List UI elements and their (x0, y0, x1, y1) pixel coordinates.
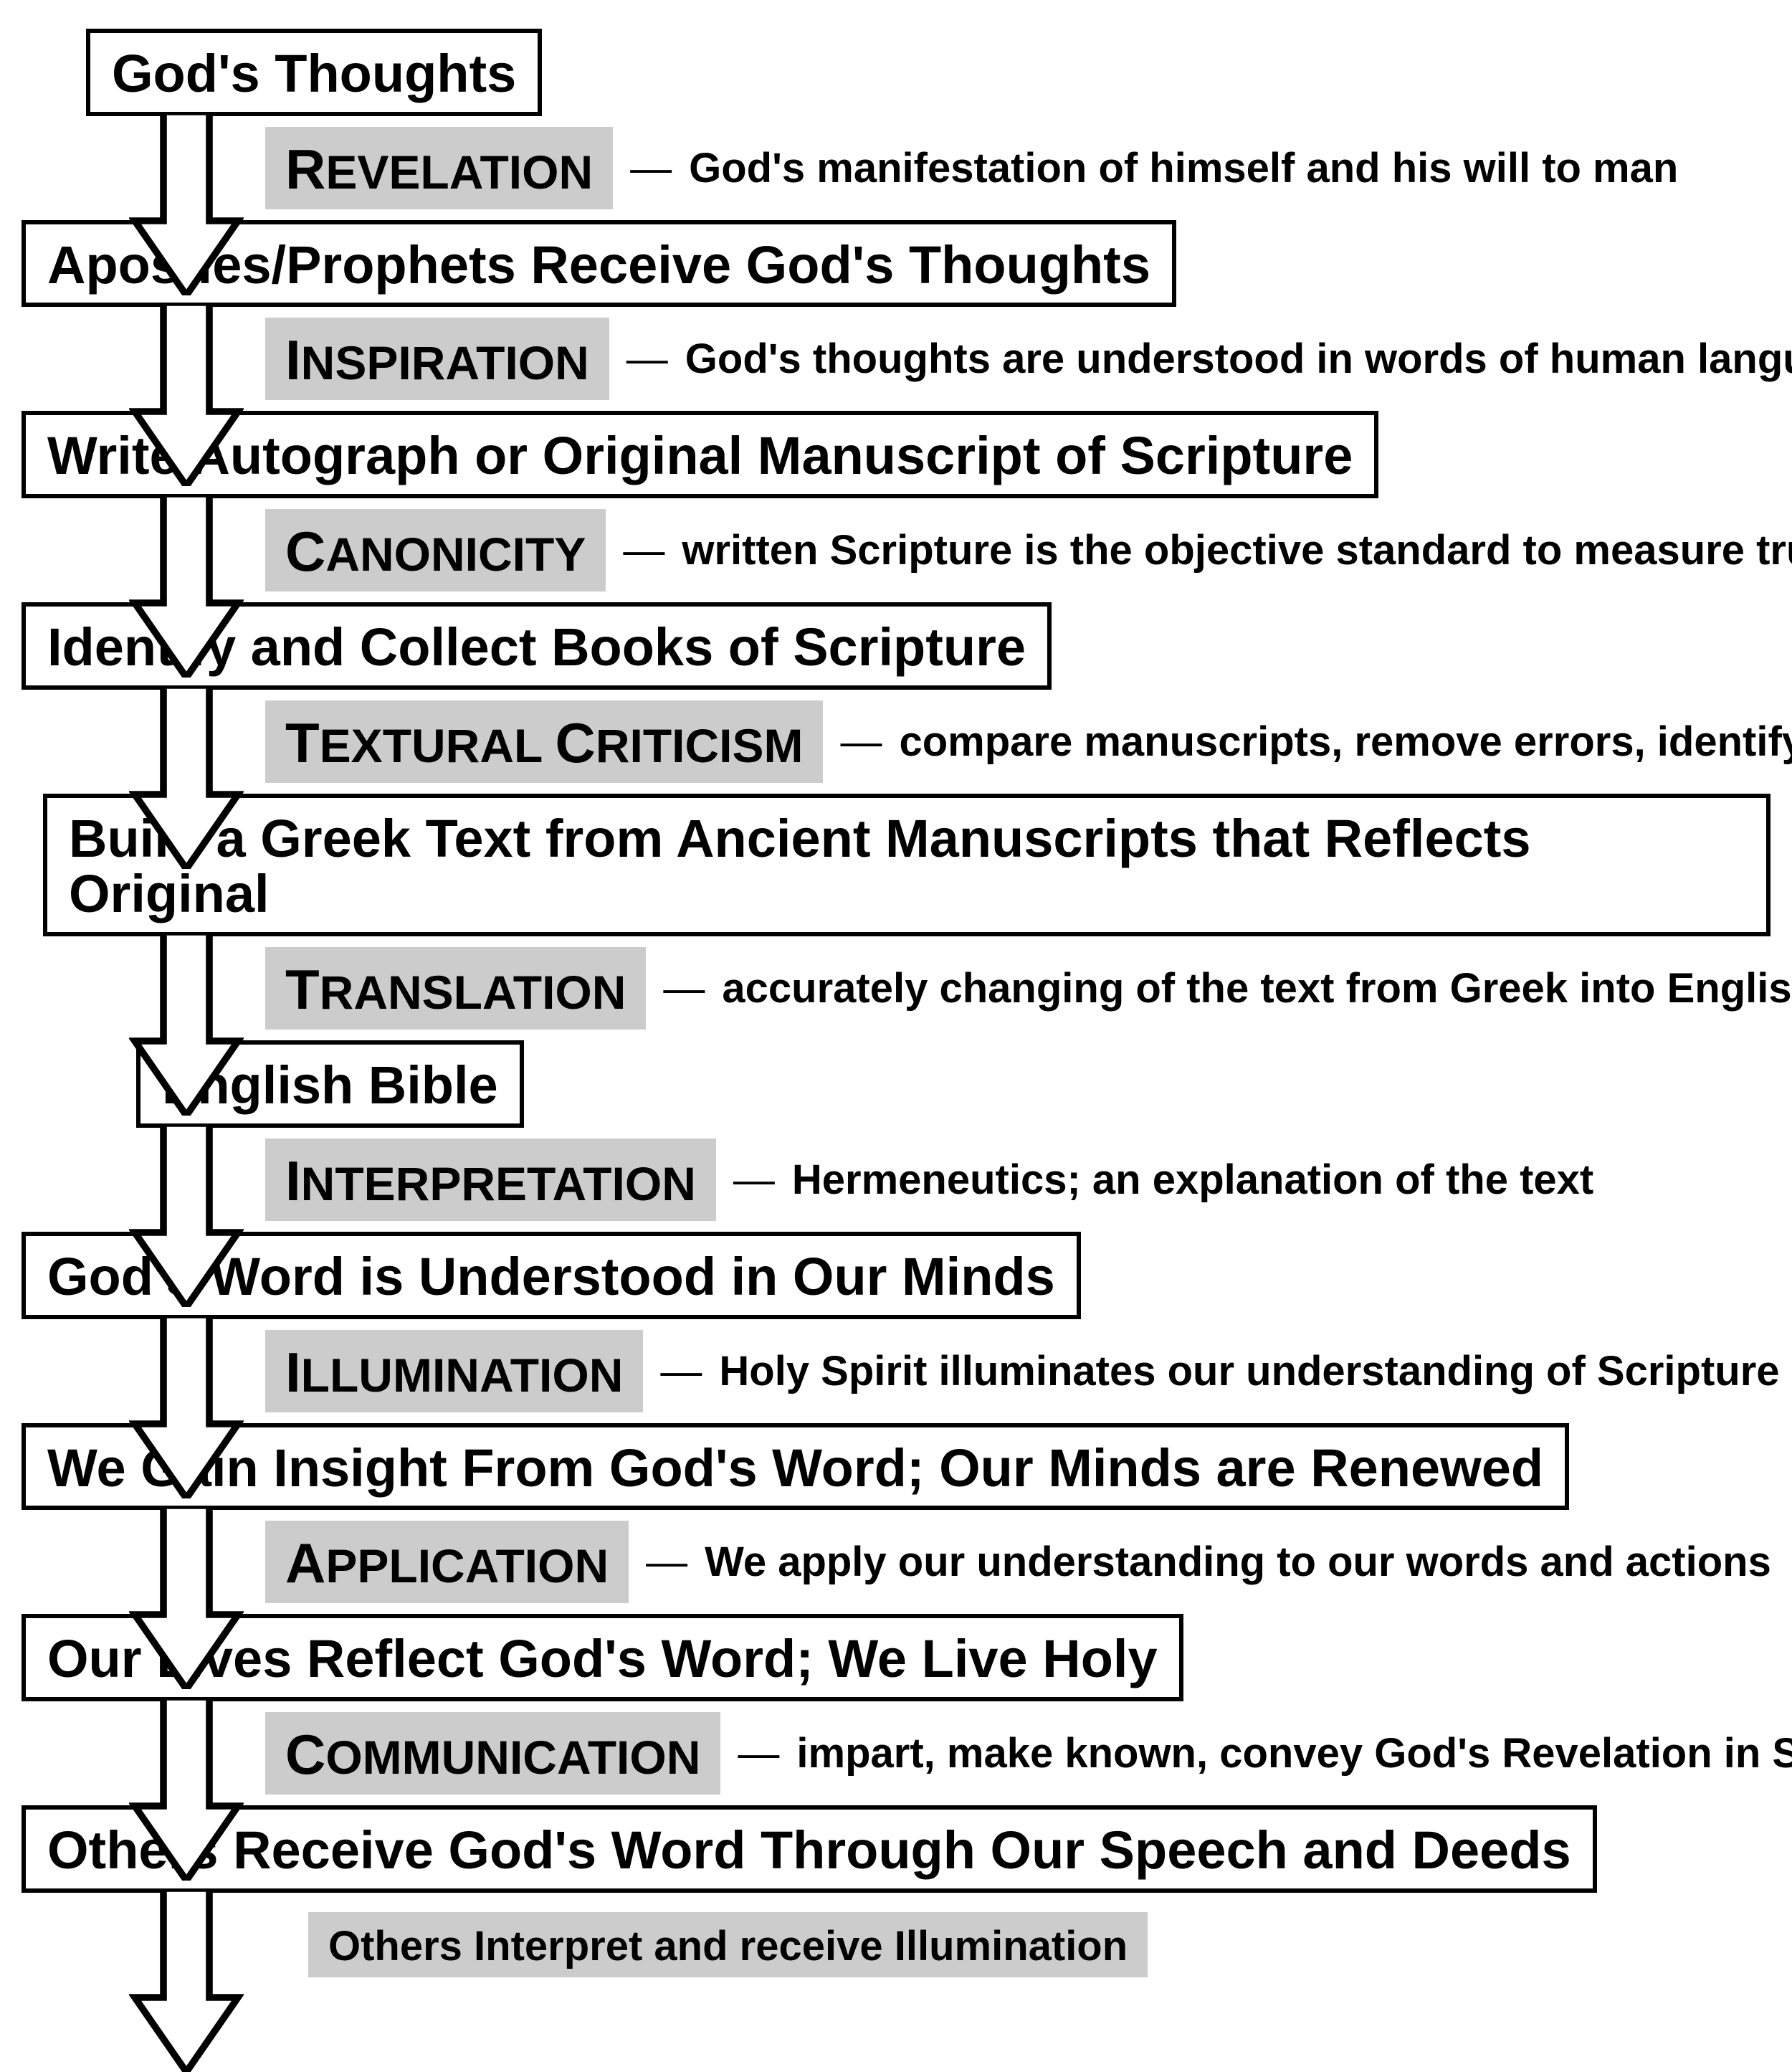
connector-row: CANONICITY—written Scripture is the obje… (22, 498, 1770, 602)
down-arrow (129, 1510, 244, 1614)
down-arrow (129, 1128, 244, 1232)
stage-box: Others Receive God's Word Through Our Sp… (22, 1805, 1597, 1893)
down-arrow (129, 1319, 244, 1423)
term-description: written Scripture is the objective stand… (682, 526, 1792, 574)
connector-label: Others Interpret and receive Illuminatio… (308, 1912, 1148, 1977)
term-description: accurately changing of the text from Gre… (722, 964, 1792, 1012)
term-description: impart, make known, convey God's Revelat… (796, 1729, 1792, 1777)
connector-label: REVELATION — God's manifestation of himsel… (265, 127, 1678, 209)
dash: — (733, 1156, 775, 1204)
term-pill: ILLUMINATION (265, 1330, 643, 1412)
down-arrow (129, 498, 244, 602)
term-pill: Others Interpret and receive Illuminatio… (308, 1912, 1148, 1977)
connector-label: TEXTURAL CRITICISM — compare manuscripts, … (265, 700, 1792, 783)
connector-label: COMMUNICATION — impart, make known, convey… (265, 1712, 1792, 1795)
connector-row: ILLUMINATION—Holy Spirit illuminates our… (22, 1319, 1770, 1423)
stage-box: God's Thoughts (86, 29, 542, 116)
down-arrow (129, 1701, 244, 1805)
stage-box: Build a Greek Text from Ancient Manuscri… (43, 794, 1770, 936)
term-description: God's manifestation of himself and his w… (689, 144, 1678, 192)
down-arrow (129, 307, 244, 411)
connector-label: INSPIRATION — God's thoughts are understoo… (265, 318, 1792, 400)
connector-row: APPLICATION — We apply our understanding t… (22, 1510, 1770, 1614)
stage-box: We Gain Insight From God's Word; Our Min… (22, 1423, 1569, 1511)
down-arrow (129, 936, 244, 1040)
connector-row: INSPIRATION—God's thoughts are understoo… (22, 307, 1770, 411)
term-description: compare manuscripts, remove errors, iden… (899, 718, 1792, 766)
down-arrow (129, 116, 244, 220)
term-pill: CANONICITY (265, 509, 606, 591)
term-pill: COMMUNICATION (265, 1712, 720, 1795)
dash: — (660, 1347, 702, 1395)
connector-row: TRANSLATION—accurately changing of the t… (22, 936, 1770, 1040)
down-arrow (129, 1893, 244, 1997)
term-description: We apply our understanding to our words … (705, 1538, 1771, 1586)
term-pill: INTERPRETATION (265, 1139, 716, 1221)
connector-row: TEXTURAL CRITICISM—compare manuscripts, … (22, 690, 1770, 794)
term-pill: INSPIRATION (265, 318, 609, 400)
term-pill: TRANSLATION (265, 947, 646, 1030)
term-pill: APPLICATION (265, 1521, 629, 1603)
connector-label: ILLUMINATION — Holy Spirit illuminates our… (265, 1330, 1780, 1412)
term-description: Hermeneutics; an explanation of the text (792, 1156, 1593, 1204)
dash: — (630, 144, 672, 192)
term-pill: TEXTURAL CRITICISM (265, 700, 823, 783)
connector-row: INTERPRETATION — Hermeneutics; an explanat… (22, 1128, 1770, 1232)
connector-label: TRANSLATION — accurately changing of the t… (265, 947, 1792, 1030)
connector-label: APPLICATION — We apply our understanding t… (265, 1521, 1771, 1603)
flowchart: God's Thoughts REVELATION — God's manifest… (22, 29, 1770, 1997)
connector-label: CANONICITY — written Scripture is the obje… (265, 509, 1792, 591)
dash: — (663, 964, 705, 1012)
connector-row: Others Interpret and receive Illuminatio… (22, 1893, 1770, 1997)
connector-label: INTERPRETATION — Hermeneutics; an explanat… (265, 1139, 1593, 1221)
term-description: God's thoughts are understood in words o… (685, 335, 1792, 383)
dash: — (840, 718, 882, 766)
connector-row: REVELATION — God's manifestation of himsel… (22, 116, 1770, 220)
term-pill: REVELATION (265, 127, 613, 209)
down-arrow (129, 690, 244, 794)
dash: — (626, 335, 668, 383)
term-description: Holy Spirit illuminates our understandin… (719, 1347, 1779, 1395)
connector-row: COMMUNICATION—impart, make known, convey… (22, 1701, 1770, 1805)
dash: — (646, 1538, 687, 1586)
dash: — (738, 1729, 779, 1777)
dash: — (623, 526, 664, 574)
